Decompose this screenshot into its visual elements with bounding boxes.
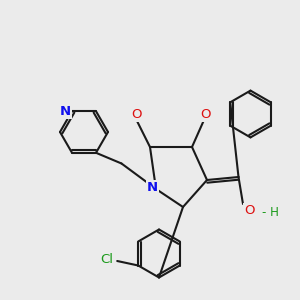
Text: O: O xyxy=(244,204,255,217)
Text: N: N xyxy=(60,105,71,118)
Text: O: O xyxy=(200,108,211,121)
Text: N: N xyxy=(147,181,158,194)
Text: O: O xyxy=(131,108,142,121)
Text: Cl: Cl xyxy=(100,253,113,266)
Text: - H: - H xyxy=(262,206,279,219)
